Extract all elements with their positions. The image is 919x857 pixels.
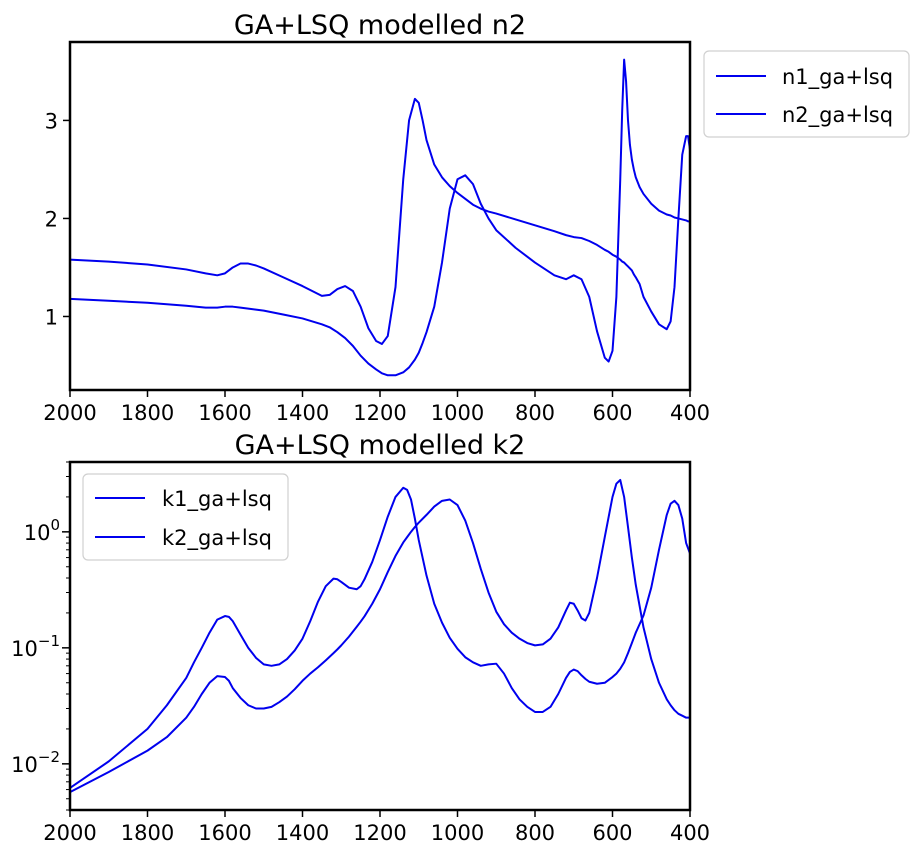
- x-tick-label: 600: [592, 821, 632, 845]
- x-tick-label: 1200: [353, 401, 406, 425]
- x-tick-label: 1600: [198, 821, 251, 845]
- x-tick-label: 1400: [276, 821, 329, 845]
- chart-title-n2: GA+LSQ modelled n2: [234, 10, 526, 41]
- x-tick-label: 1600: [198, 401, 251, 425]
- x-tick-label: 1000: [431, 821, 484, 845]
- y-tick-label: 10−1: [11, 632, 60, 661]
- y-axis-n2: 1 2 3: [45, 109, 70, 329]
- y-tick-label: 1: [45, 305, 58, 329]
- legend-label-k1: k1_ga+lsq: [162, 487, 272, 512]
- x-tick-label: 1200: [353, 821, 406, 845]
- x-axis-k2: 2000 1800 1600 1400 1200 1000 800 600 400: [43, 810, 710, 845]
- series-line-n1-ga-lsq: [70, 97, 690, 345]
- series-line-k2-ga-lsq: [70, 478, 690, 794]
- legend-label-k2: k2_ga+lsq: [162, 526, 272, 551]
- chart-n2: GA+LSQ modelled n2 2000 1800 1600 1400 1200 1…: [43, 10, 910, 425]
- chart-k2: GA+LSQ modelled k2 2000 1800 1600 1400 1200 1…: [11, 430, 710, 845]
- x-tick-label: 1400: [276, 401, 329, 425]
- series-lines-n2: [70, 58, 690, 377]
- x-tick-label: 1000: [431, 401, 484, 425]
- series-line-k1-ga-lsq: [70, 486, 690, 789]
- x-tick-label: 600: [592, 401, 632, 425]
- legend-frame-k2: [82, 473, 289, 561]
- legend-label-n2: n2_ga+lsq: [782, 103, 893, 128]
- x-tick-label: 1800: [121, 821, 174, 845]
- x-tick-label: 2000: [43, 821, 96, 845]
- x-tick-label: 800: [515, 401, 555, 425]
- legend-k2: k1_ga+lsq k2_ga+lsq: [82, 473, 289, 561]
- y-tick-label: 10−2: [11, 748, 60, 777]
- x-tick-label: 400: [670, 401, 710, 425]
- legend-n2: n1_ga+lsq n2_ga+lsq: [703, 50, 910, 138]
- y-tick-label: 2: [45, 207, 58, 231]
- y-tick-label: 3: [45, 109, 58, 133]
- x-tick-label: 2000: [43, 401, 96, 425]
- plot-frame-n2: [68, 40, 692, 392]
- series-line-n2-ga-lsq: [70, 58, 690, 377]
- legend-frame-n2: [703, 50, 910, 138]
- chart-title-k2: GA+LSQ modelled k2: [235, 430, 526, 461]
- legend-label-n1: n1_ga+lsq: [782, 65, 893, 90]
- x-tick-label: 400: [670, 821, 710, 845]
- y-tick-label: 100: [24, 516, 60, 545]
- x-tick-label: 1800: [121, 401, 174, 425]
- x-axis-n2: 2000 1800 1600 1400 1200 1000 800 600 400: [43, 390, 710, 425]
- y-axis-k2: 100 10−1 10−2: [11, 461, 70, 811]
- series-lines-k2: [70, 478, 690, 794]
- x-tick-label: 800: [515, 821, 555, 845]
